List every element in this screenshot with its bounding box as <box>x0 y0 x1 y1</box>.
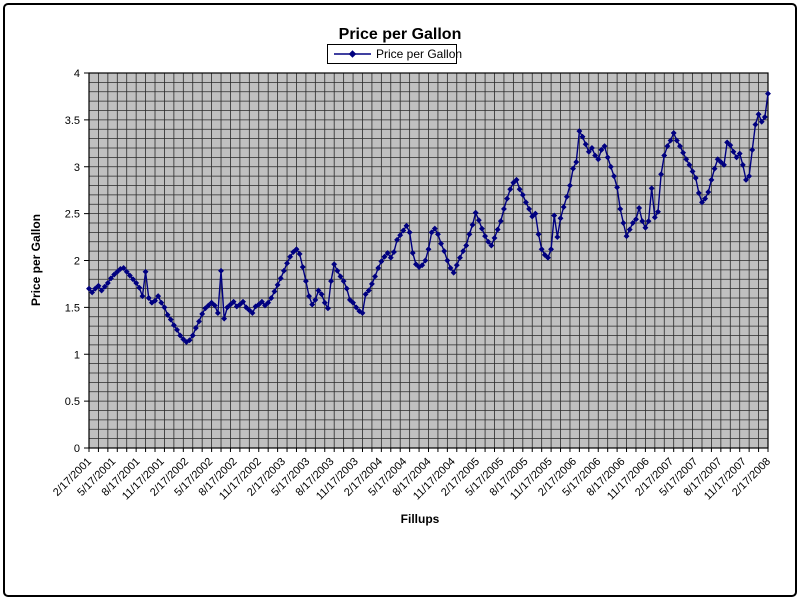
series-markers <box>85 90 772 346</box>
chart-title: Price per Gallon <box>339 26 462 43</box>
legend-diamond-marker-icon <box>348 50 357 58</box>
y-tick-labels: 0 0.5 1 1.5 2 2.5 3 3.5 4 <box>65 68 80 455</box>
legend-label: Price per Gallon <box>376 47 462 61</box>
plot-layer: 0 0.5 1 1.5 2 2.5 3 3.5 4 2/17/20015/17/20018/17/… <box>51 68 773 502</box>
legend: Price per Gallon <box>327 44 462 64</box>
y-tick-label: 2.5 <box>65 209 80 221</box>
y-tick-label: 1 <box>74 349 80 361</box>
x-axis-title: Fillups <box>401 512 440 526</box>
x-tick-labels: 2/17/20015/17/20018/17/200111/17/20012/1… <box>51 456 773 503</box>
y-axis-title: Price per Gallon <box>29 214 43 306</box>
y-tick-label: 0.5 <box>65 396 80 408</box>
y-tick-label: 4 <box>74 68 80 80</box>
y-tick-label: 2 <box>74 256 80 268</box>
gridlines <box>89 73 768 448</box>
y-tick-label: 3.5 <box>65 115 80 127</box>
x-axis-ticks <box>88 448 769 452</box>
y-tick-label: 3 <box>74 162 80 174</box>
y-tick-label: 1.5 <box>65 302 80 314</box>
y-tick-label: 0 <box>74 443 80 455</box>
legend-box <box>327 44 457 64</box>
